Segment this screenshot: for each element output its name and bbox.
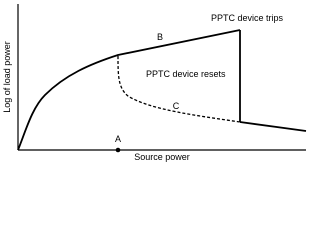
y-axis-label: Log of load power xyxy=(2,41,12,113)
tripped-line xyxy=(239,121,307,132)
point-a xyxy=(115,147,121,153)
x-axis-label: Source power xyxy=(134,152,190,162)
curve-b xyxy=(17,29,241,151)
label-b: B xyxy=(157,32,163,42)
diagram: A B C PPTC device trips PPTC device rese… xyxy=(2,4,307,162)
label-a: A xyxy=(115,134,121,144)
label-resets: PPTC device resets xyxy=(146,69,226,79)
label-trips: PPTC device trips xyxy=(211,13,284,23)
curve-c xyxy=(117,55,241,123)
label-c: C xyxy=(173,101,180,111)
